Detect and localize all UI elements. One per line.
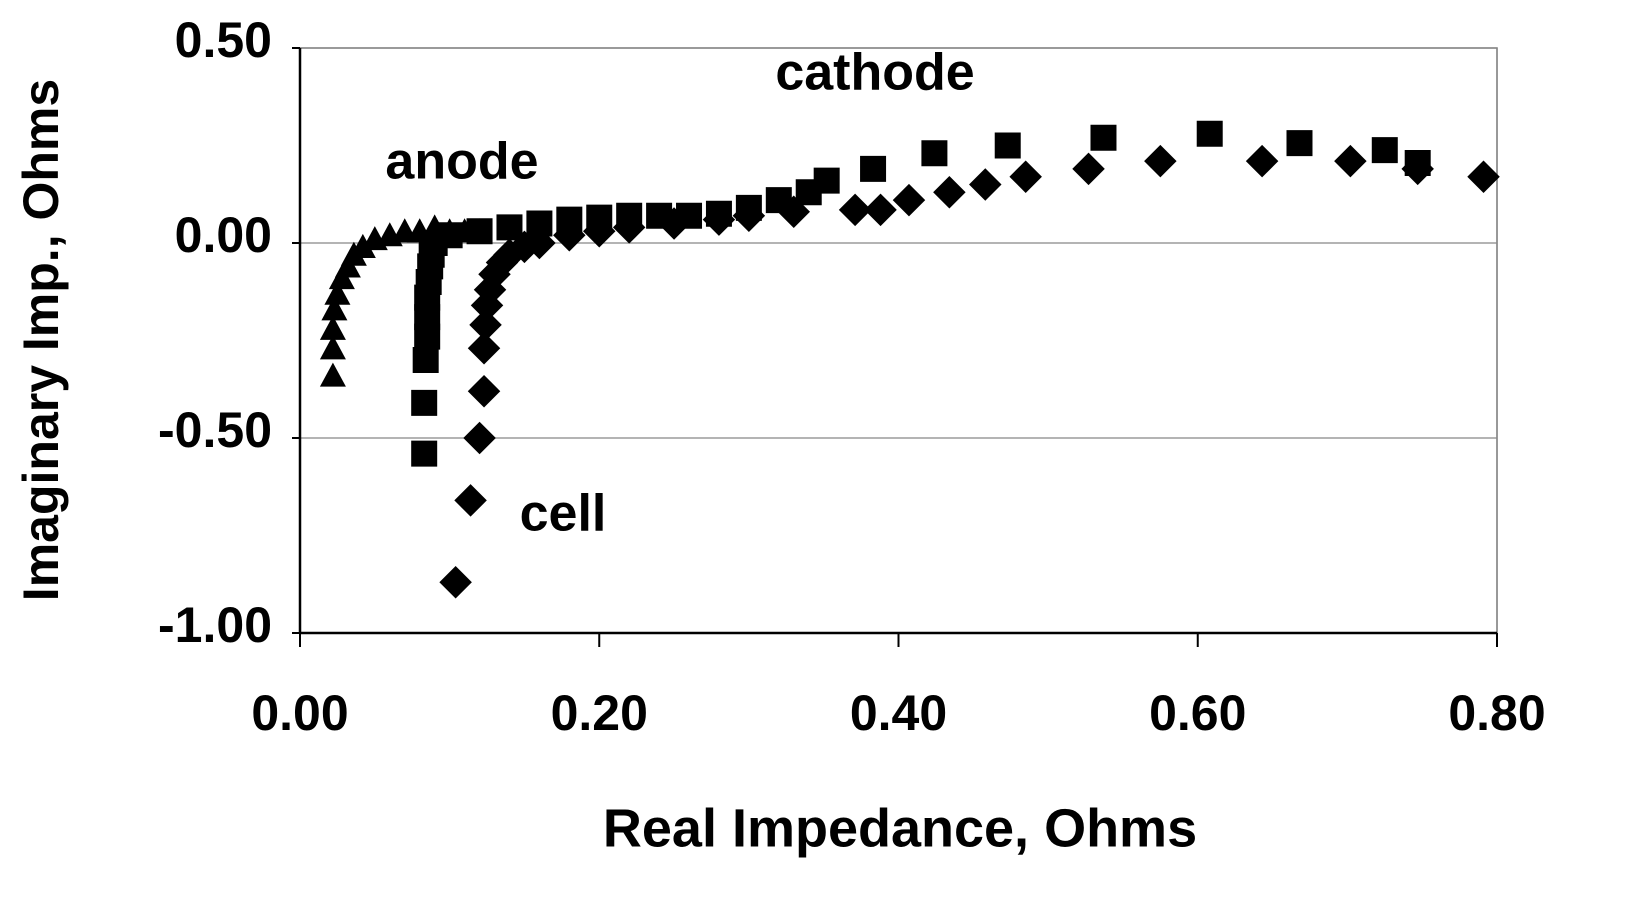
point: [1009, 160, 1042, 193]
point: [319, 315, 346, 340]
point: [813, 167, 840, 194]
point: [467, 332, 501, 365]
point: [321, 296, 348, 321]
point: [969, 168, 1002, 201]
point: [994, 132, 1021, 159]
point: [583, 215, 616, 248]
series-label: cathode: [775, 44, 974, 102]
point: [466, 218, 493, 245]
point: [657, 207, 691, 240]
point: [1144, 144, 1177, 178]
x-tick-label: 0.60: [1149, 685, 1246, 741]
point: [777, 195, 811, 229]
point: [838, 193, 872, 227]
point: [612, 211, 646, 244]
point: [496, 214, 523, 241]
y-axis-title: Imaginary Imp., Ohms: [13, 79, 69, 601]
point: [892, 183, 926, 217]
point: [1196, 120, 1223, 147]
point: [523, 226, 556, 260]
point: [1467, 160, 1500, 193]
point: [732, 199, 766, 232]
y-tick-label: -1.00: [158, 597, 272, 653]
point: [411, 440, 438, 467]
point: [921, 140, 948, 167]
point: [439, 566, 472, 599]
point: [553, 218, 586, 252]
point: [1090, 124, 1117, 151]
point: [454, 484, 487, 517]
series-label: anode: [385, 133, 538, 191]
y-tick-label: 0.00: [175, 207, 272, 263]
x-tick-label: 0.80: [1448, 685, 1545, 741]
point: [860, 155, 887, 182]
point: [1245, 144, 1279, 178]
point: [1072, 152, 1105, 186]
point: [319, 335, 346, 360]
point: [1334, 144, 1367, 178]
point: [412, 347, 439, 373]
point: [469, 308, 502, 342]
x-tick-label: 0.40: [850, 685, 947, 741]
x-tick-label: 0.00: [251, 685, 348, 741]
point: [1401, 152, 1434, 186]
point: [463, 421, 496, 455]
point: [1371, 137, 1398, 164]
y-tick-label: -0.50: [158, 402, 272, 458]
x-axis-title: Real Impedance, Ohms: [603, 798, 1197, 858]
point: [436, 222, 463, 249]
point: [411, 389, 438, 416]
point: [526, 210, 553, 237]
series-label: cell: [520, 485, 607, 543]
y-tick-label: 0.50: [175, 12, 272, 68]
point: [324, 280, 351, 305]
point: [1286, 130, 1313, 157]
point: [319, 362, 346, 387]
point: [349, 233, 376, 258]
x-tick-label: 0.20: [551, 685, 648, 741]
point: [702, 203, 736, 236]
point: [467, 374, 501, 408]
point: [933, 176, 966, 209]
point: [864, 193, 897, 227]
